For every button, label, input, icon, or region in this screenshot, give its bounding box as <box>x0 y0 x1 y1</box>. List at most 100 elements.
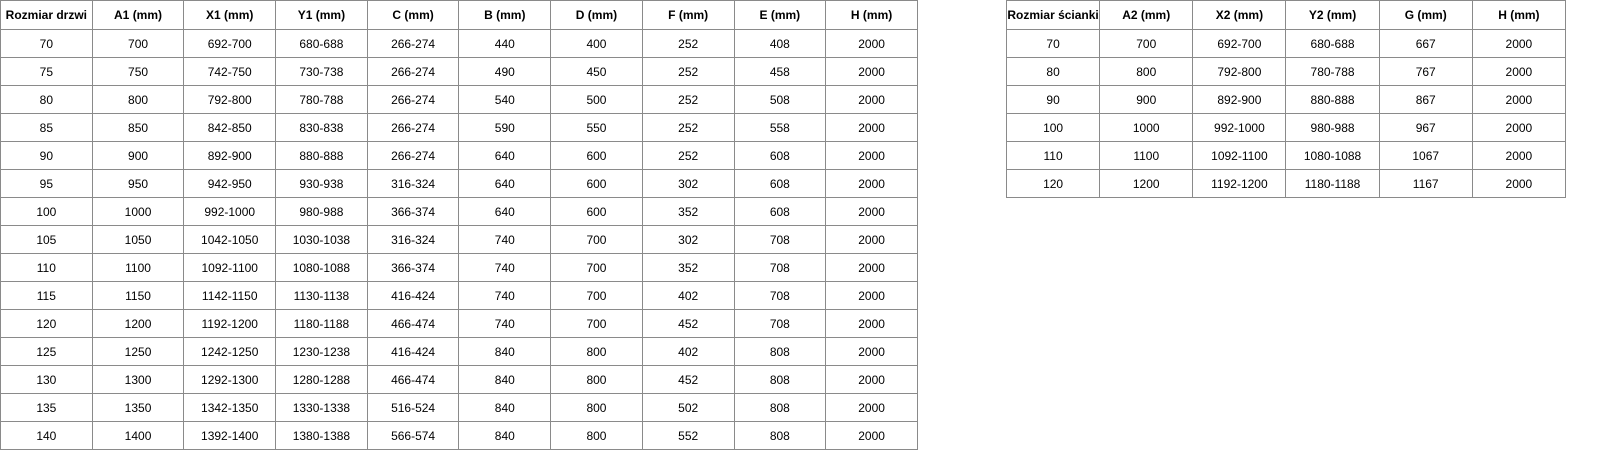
table-cell: 1192-1200 <box>183 309 277 338</box>
table-cell: 2000 <box>1471 85 1567 114</box>
table-cell: 115 <box>0 281 93 310</box>
table-cell: 980-988 <box>275 197 368 226</box>
column-header: Rozmiar ścianki <box>1005 0 1101 30</box>
table-cell: 508 <box>733 85 827 114</box>
table-cell: 500 <box>550 85 643 114</box>
table-cell: 1342-1350 <box>183 393 277 422</box>
table-cell: 1180-1188 <box>275 309 368 338</box>
table-cell: 302 <box>641 169 735 198</box>
table-cell: 452 <box>641 365 735 394</box>
table-cell: 667 <box>1378 29 1473 58</box>
table-cell: 252 <box>641 57 735 86</box>
table-cell: 2000 <box>825 309 918 338</box>
table-cell: 808 <box>733 337 827 366</box>
table-cell: 552 <box>641 421 735 450</box>
table-cell: 466-474 <box>366 365 460 394</box>
table-cell: 700 <box>550 253 643 282</box>
table-cell: 692-700 <box>183 29 277 58</box>
table-cell: 2000 <box>825 337 918 366</box>
table-cell: 266-274 <box>366 57 460 86</box>
table-cell: 980-988 <box>1285 113 1380 142</box>
table-cell: 266-274 <box>366 85 460 114</box>
table-cell: 2000 <box>825 113 918 142</box>
table-cell: 640 <box>458 197 552 226</box>
table-cell: 840 <box>458 421 552 450</box>
table-cell: 302 <box>641 225 735 254</box>
table-cell: 1100 <box>91 253 185 282</box>
table-cell: 992-1000 <box>1192 113 1287 142</box>
table-cell: 708 <box>733 225 827 254</box>
table-cell: 416-424 <box>366 281 460 310</box>
table-cell: 780-788 <box>275 85 368 114</box>
table-cell: 100 <box>0 197 93 226</box>
column-header: X1 (mm) <box>183 0 277 30</box>
table-row: 80 800 792-800 780-788 767 2000 <box>1005 57 1567 86</box>
table-cell: 708 <box>733 253 827 282</box>
table-cell: 892-900 <box>1192 85 1287 114</box>
table-row: 130 1300 1292-1300 1280-1288 466-474 840 800 45… <box>0 365 918 394</box>
column-header: Y1 (mm) <box>275 0 368 30</box>
table-cell: 1200 <box>91 309 185 338</box>
table-cell: 1067 <box>1378 141 1473 170</box>
table-cell: 640 <box>458 141 552 170</box>
table-cell: 1242-1250 <box>183 337 277 366</box>
table-cell: 2000 <box>825 141 918 170</box>
table-cell: 840 <box>458 365 552 394</box>
table-cell: 967 <box>1378 113 1473 142</box>
table-cell: 452 <box>641 309 735 338</box>
table-row: 85 850 842-850 830-838 266-274 590 550 252 558 20… <box>0 113 918 142</box>
table-cell: 800 <box>91 85 185 114</box>
table-cell: 1380-1388 <box>275 421 368 450</box>
table-row: 110 1100 1092-1100 1080-1088 1067 2000 <box>1005 141 1567 170</box>
table-cell: 742-750 <box>183 57 277 86</box>
table-cell: 1150 <box>91 281 185 310</box>
table-cell: 700 <box>550 225 643 254</box>
table-cell: 800 <box>550 337 643 366</box>
table-cell: 2000 <box>1471 29 1567 58</box>
table-cell: 252 <box>641 29 735 58</box>
table-cell: 266-274 <box>366 29 460 58</box>
table-cell: 700 <box>1099 29 1194 58</box>
door-size-table: Rozmiar drzwi A1 (mm) X1 (mm) Y1 (mm) C (mm)… <box>0 0 918 450</box>
table-cell: 2000 <box>825 85 918 114</box>
table-cell: 566-574 <box>366 421 460 450</box>
table-cell: 1350 <box>91 393 185 422</box>
table-cell: 792-800 <box>1192 57 1287 86</box>
table-cell: 800 <box>550 421 643 450</box>
table-cell: 1042-1050 <box>183 225 277 254</box>
table-cell: 316-324 <box>366 225 460 254</box>
table-row: 110 1100 1092-1100 1080-1088 366-374 740 700 35… <box>0 253 918 282</box>
table-cell: 80 <box>1005 57 1101 86</box>
column-header: C (mm) <box>366 0 460 30</box>
table-cell: 550 <box>550 113 643 142</box>
column-header: H (mm) <box>825 0 918 30</box>
table-cell: 2000 <box>825 225 918 254</box>
table-cell: 880-888 <box>275 141 368 170</box>
column-header: B (mm) <box>458 0 552 30</box>
column-header: D (mm) <box>550 0 643 30</box>
table-cell: 1000 <box>1099 113 1194 142</box>
table-cell: 1392-1400 <box>183 421 277 450</box>
table-cell: 680-688 <box>1285 29 1380 58</box>
table-cell: 400 <box>550 29 643 58</box>
table-cell: 840 <box>458 337 552 366</box>
table-cell: 800 <box>1099 57 1194 86</box>
table-cell: 266-274 <box>366 113 460 142</box>
table-cell: 840 <box>458 393 552 422</box>
table-cell: 640 <box>458 169 552 198</box>
table-cell: 252 <box>641 141 735 170</box>
table-cell: 110 <box>0 253 93 282</box>
table-cell: 800 <box>550 393 643 422</box>
table-cell: 800 <box>550 365 643 394</box>
table-row: 115 1150 1142-1150 1130-1138 416-424 740 700 40… <box>0 281 918 310</box>
table-row: 70 700 692-700 680-688 667 2000 <box>1005 29 1567 58</box>
table-cell: 558 <box>733 113 827 142</box>
table-cell: 867 <box>1378 85 1473 114</box>
table-row: 120 1200 1192-1200 1180-1188 1167 2000 <box>1005 169 1567 198</box>
table-cell: 1330-1338 <box>275 393 368 422</box>
table-cell: 352 <box>641 253 735 282</box>
table-cell: 900 <box>91 141 185 170</box>
table-cell: 450 <box>550 57 643 86</box>
header-row: Rozmiar drzwi A1 (mm) X1 (mm) Y1 (mm) C (mm)… <box>0 0 918 30</box>
table-cell: 402 <box>641 281 735 310</box>
